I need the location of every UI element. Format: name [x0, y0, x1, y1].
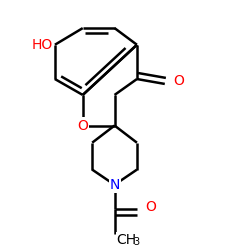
- Text: N: N: [109, 178, 120, 192]
- Text: CH: CH: [116, 232, 136, 246]
- Text: O: O: [173, 74, 184, 88]
- Text: 3: 3: [133, 238, 139, 248]
- Text: O: O: [145, 200, 156, 214]
- Text: O: O: [77, 118, 88, 132]
- Text: HO: HO: [31, 38, 52, 52]
